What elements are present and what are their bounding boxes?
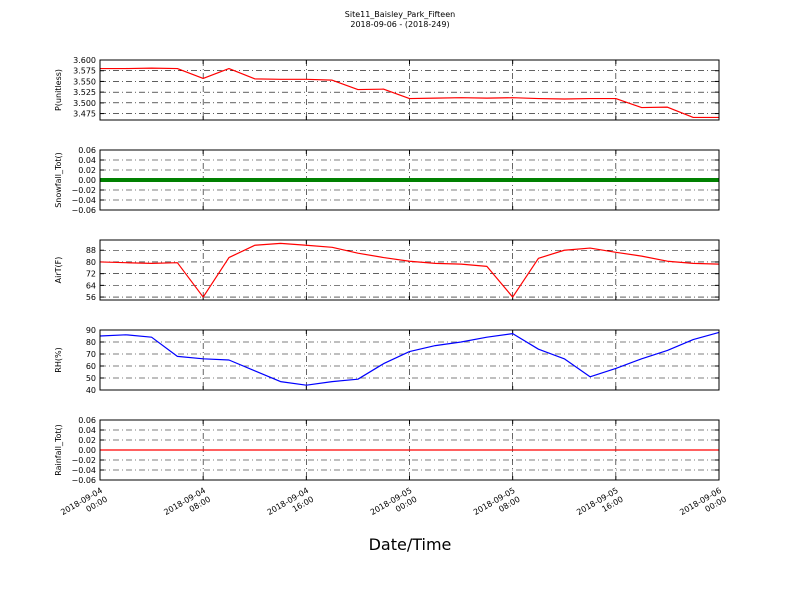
plot-frame <box>99 149 720 211</box>
y-tick-label: −0.02 <box>71 186 96 195</box>
y-tick-label: 0.00 <box>78 446 96 455</box>
y-tick-label: −0.04 <box>71 196 96 205</box>
y-tick-label: 56 <box>86 293 96 302</box>
y-tick-label: 0.04 <box>78 426 96 435</box>
plot-frame <box>99 59 720 121</box>
y-tick-label: −0.06 <box>71 206 96 215</box>
data-line <box>99 331 720 386</box>
y-tick-label: 80 <box>86 258 96 267</box>
y-tick-label: 72 <box>86 270 96 279</box>
y-tick-label: 0.00 <box>78 176 96 185</box>
data-line <box>100 67 719 119</box>
y-tick-label: −0.06 <box>71 476 96 485</box>
y-tick-label: 0.02 <box>78 166 96 175</box>
y-tick-label: 3.475 <box>73 110 96 119</box>
y-tick-label: 0.04 <box>78 156 96 165</box>
plot-frame <box>99 419 720 481</box>
y-tick-label: 3.575 <box>73 67 96 76</box>
y-tick-label: 80 <box>86 338 96 347</box>
y-tick-label: −0.04 <box>71 466 96 475</box>
y-tick-label: 70 <box>86 350 96 359</box>
figure-title: Site11_Baisley_Park_Fifteen <box>345 10 455 19</box>
y-axis-label: RH(%) <box>54 347 63 372</box>
y-tick-label: 3.550 <box>73 77 96 86</box>
figure-subtitle: 2018-09-06 - (2018-249) <box>350 20 449 29</box>
y-tick-label: 88 <box>86 246 96 255</box>
y-tick-label: 0.02 <box>78 436 96 445</box>
y-axis-label: AirT(F) <box>54 257 63 284</box>
y-tick-label: 3.600 <box>73 56 96 65</box>
y-tick-label: −0.02 <box>71 456 96 465</box>
y-axis-label: Rainfall_Tot() <box>54 424 63 476</box>
data-line <box>99 242 720 298</box>
y-axis-label: P(unitless) <box>54 69 63 111</box>
plot-frame <box>99 239 720 301</box>
plot-frame <box>99 329 720 391</box>
y-axis-label: Snowfall_Tot() <box>54 152 63 208</box>
y-tick-label: 60 <box>86 362 96 371</box>
y-tick-label: 3.525 <box>73 88 96 97</box>
y-tick-label: 40 <box>86 386 96 395</box>
y-tick-label: 0.06 <box>78 146 96 155</box>
y-tick-label: 3.500 <box>73 99 96 108</box>
y-tick-label: 50 <box>86 374 96 383</box>
y-tick-label: 64 <box>86 281 96 290</box>
y-tick-label: 0.06 <box>78 416 96 425</box>
x-axis-label: Date/Time <box>369 535 452 554</box>
y-tick-label: 90 <box>86 326 96 335</box>
